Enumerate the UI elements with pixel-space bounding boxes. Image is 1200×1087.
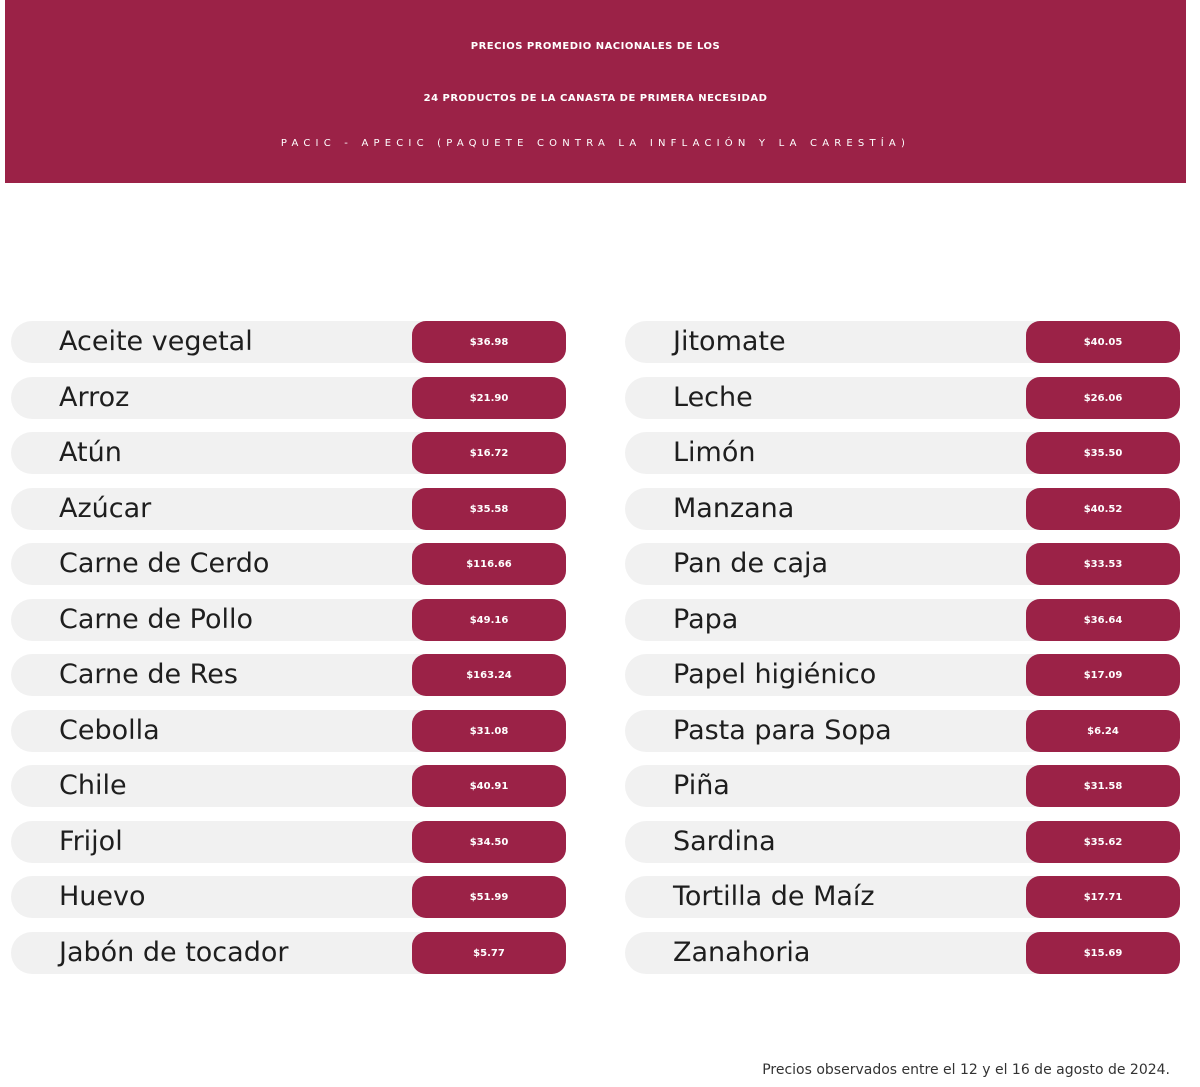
product-price: $31.08	[412, 709, 566, 752]
product-name: Cebolla	[59, 714, 160, 746]
product-price: $35.62	[1026, 820, 1180, 863]
product-price: $5.77	[412, 931, 566, 974]
product-row: Carne de Pollo $49.16	[11, 598, 566, 641]
product-row: Piña $31.58	[625, 765, 1180, 807]
product-price: $40.91	[412, 765, 566, 807]
product-name: Carne de Cerdo	[59, 548, 270, 579]
product-name: Pasta para Sopa	[673, 714, 892, 746]
product-price: $17.09	[1026, 654, 1180, 696]
product-name: Papel higiénico	[673, 659, 877, 690]
product-row: Sardina $35.62	[625, 820, 1180, 863]
product-row: Papel higiénico $17.09	[625, 654, 1180, 696]
product-price: $40.05	[1026, 321, 1180, 363]
product-name: Arroz	[59, 381, 130, 413]
product-row: Huevo $51.99	[11, 876, 566, 918]
product-name: Aceite vegetal	[59, 326, 253, 357]
footnote: Precios observados entre el 12 y el 16 d…	[762, 1062, 1170, 1078]
product-row: Carne de Res $163.24	[11, 654, 566, 696]
product-name: Jabón de tocador	[59, 936, 289, 968]
product-name: Pan de caja	[673, 548, 829, 579]
product-price: $51.99	[412, 876, 566, 918]
product-name: Frijol	[59, 825, 123, 857]
product-row: Jitomate $40.05	[625, 321, 1180, 363]
product-price: $40.52	[1026, 487, 1180, 530]
page-title-line-1: PRECIOS PROMEDIO NACIONALES DE LOS	[470, 41, 721, 52]
product-price: $33.53	[1026, 543, 1180, 585]
product-name: Limón	[673, 437, 756, 468]
product-name: Atún	[59, 437, 122, 468]
product-row: Frijol $34.50	[11, 820, 566, 863]
product-price: $49.16	[412, 598, 566, 641]
product-name: Azúcar	[59, 492, 152, 524]
product-row: Limón $35.50	[625, 432, 1180, 474]
product-name: Tortilla de Maíz	[673, 881, 875, 912]
product-price: $21.90	[412, 376, 566, 419]
product-name: Sardina	[673, 825, 776, 857]
header-banner: PRECIOS PROMEDIO NACIONALES DE LOS 24 PR…	[5, 0, 1186, 183]
product-price: $36.98	[412, 321, 566, 363]
product-name: Manzana	[673, 492, 795, 524]
product-row: Atún $16.72	[11, 432, 566, 474]
product-row: Pan de caja $33.53	[625, 543, 1180, 585]
product-name: Carne de Res	[59, 659, 238, 690]
product-price: $6.24	[1026, 709, 1180, 752]
product-row: Leche $26.06	[625, 376, 1180, 419]
product-row: Zanahoria $15.69	[625, 931, 1180, 974]
product-list-left: Aceite vegetal $36.98 Arroz $21.90 Atún $16.7…	[11, 321, 566, 987]
product-price: $36.64	[1026, 598, 1180, 641]
product-name: Chile	[59, 770, 127, 801]
product-price: $34.50	[412, 820, 566, 863]
product-price: $163.24	[412, 654, 566, 696]
product-row: Aceite vegetal $36.98	[11, 321, 566, 363]
product-row: Jabón de tocador $5.77	[11, 931, 566, 974]
product-row: Cebolla $31.08	[11, 709, 566, 752]
product-name: Leche	[673, 381, 753, 413]
product-row: Chile $40.91	[11, 765, 566, 807]
product-name: Carne de Pollo	[59, 603, 254, 635]
product-price: $35.58	[412, 487, 566, 530]
product-list-right: Jitomate $40.05 Leche $26.06 Limón $35.50 Manz…	[625, 321, 1180, 987]
product-row: Pasta para Sopa $6.24	[625, 709, 1180, 752]
product-price: $15.69	[1026, 931, 1180, 974]
product-name: Piña	[673, 770, 730, 801]
product-name: Huevo	[59, 881, 146, 912]
product-price: $35.50	[1026, 432, 1180, 474]
product-price: $17.71	[1026, 876, 1180, 918]
product-row: Carne de Cerdo $116.66	[11, 543, 566, 585]
product-row: Tortilla de Maíz $17.71	[625, 876, 1180, 918]
product-row: Arroz $21.90	[11, 376, 566, 419]
product-name: Papa	[673, 603, 739, 635]
product-name: Zanahoria	[673, 936, 811, 968]
product-row: Azúcar $35.58	[11, 487, 566, 530]
page-title-line-2: 24 PRODUCTOS DE LA CANASTA DE PRIMERA NE…	[423, 93, 768, 104]
product-price: $16.72	[412, 432, 566, 474]
product-price: $31.58	[1026, 765, 1180, 807]
product-price: $26.06	[1026, 376, 1180, 419]
page-subtitle: PACIC - APECIC (PAQUETE CONTRA LA INFLAC…	[280, 138, 911, 149]
product-price: $116.66	[412, 543, 566, 585]
product-row: Papa $36.64	[625, 598, 1180, 641]
product-row: Manzana $40.52	[625, 487, 1180, 530]
product-name: Jitomate	[673, 326, 786, 357]
